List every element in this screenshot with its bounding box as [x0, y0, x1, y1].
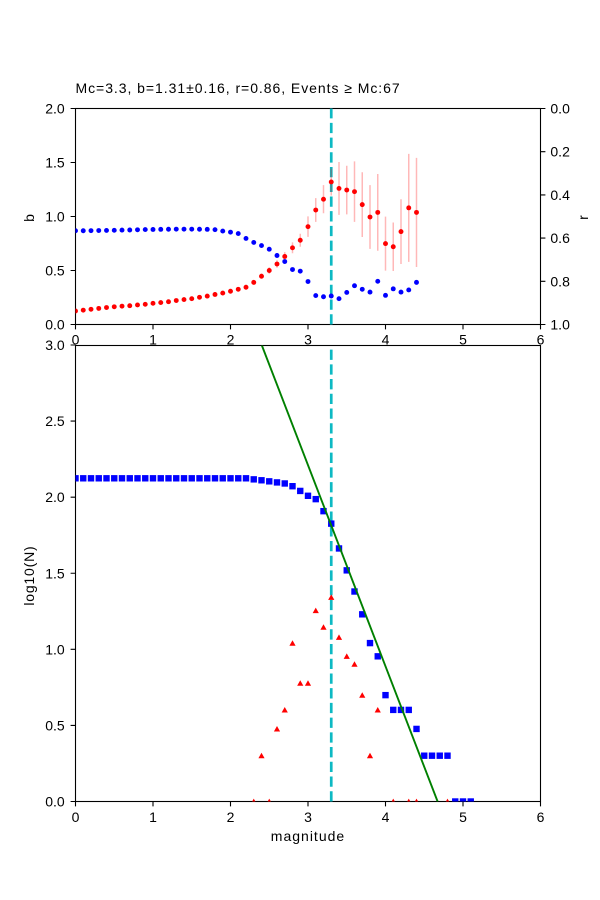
svg-text:magnitude: magnitude — [271, 828, 345, 844]
svg-text:b: b — [21, 214, 37, 222]
svg-text:5: 5 — [459, 331, 467, 347]
svg-text:1.0: 1.0 — [45, 641, 65, 657]
svg-text:6: 6 — [537, 809, 545, 825]
svg-text:3: 3 — [304, 331, 312, 347]
svg-text:2: 2 — [227, 809, 235, 825]
svg-text:Mc=3.3, b=1.31±0.16, r=0.86, E: Mc=3.3, b=1.31±0.16, r=0.86, Events ≥ Mc… — [76, 80, 401, 96]
svg-text:0.4: 0.4 — [550, 187, 570, 203]
svg-text:2.0: 2.0 — [45, 101, 65, 117]
svg-text:r: r — [575, 215, 591, 220]
svg-text:4: 4 — [382, 809, 390, 825]
svg-text:0.2: 0.2 — [550, 144, 570, 160]
svg-text:0: 0 — [72, 331, 80, 347]
svg-text:0.0: 0.0 — [550, 101, 570, 117]
svg-text:0.8: 0.8 — [550, 273, 570, 289]
svg-text:5: 5 — [459, 809, 467, 825]
svg-text:4: 4 — [382, 331, 390, 347]
svg-text:0.5: 0.5 — [45, 263, 65, 279]
svg-text:1.0: 1.0 — [45, 209, 65, 225]
svg-text:0.0: 0.0 — [45, 317, 65, 333]
svg-text:1.0: 1.0 — [550, 317, 570, 333]
svg-text:1.5: 1.5 — [45, 155, 65, 171]
svg-text:log10(N): log10(N) — [21, 546, 37, 606]
svg-text:0.5: 0.5 — [45, 717, 65, 733]
svg-text:2.5: 2.5 — [45, 413, 65, 429]
svg-text:0.0: 0.0 — [45, 794, 65, 810]
svg-text:1.5: 1.5 — [45, 565, 65, 581]
svg-text:6: 6 — [537, 331, 545, 347]
svg-text:3: 3 — [304, 809, 312, 825]
svg-text:3.0: 3.0 — [45, 337, 65, 353]
svg-text:1: 1 — [149, 331, 157, 347]
svg-text:0.6: 0.6 — [550, 230, 570, 246]
svg-text:0: 0 — [72, 809, 80, 825]
svg-text:2.0: 2.0 — [45, 489, 65, 505]
svg-text:1: 1 — [149, 809, 157, 825]
svg-text:2: 2 — [227, 331, 235, 347]
